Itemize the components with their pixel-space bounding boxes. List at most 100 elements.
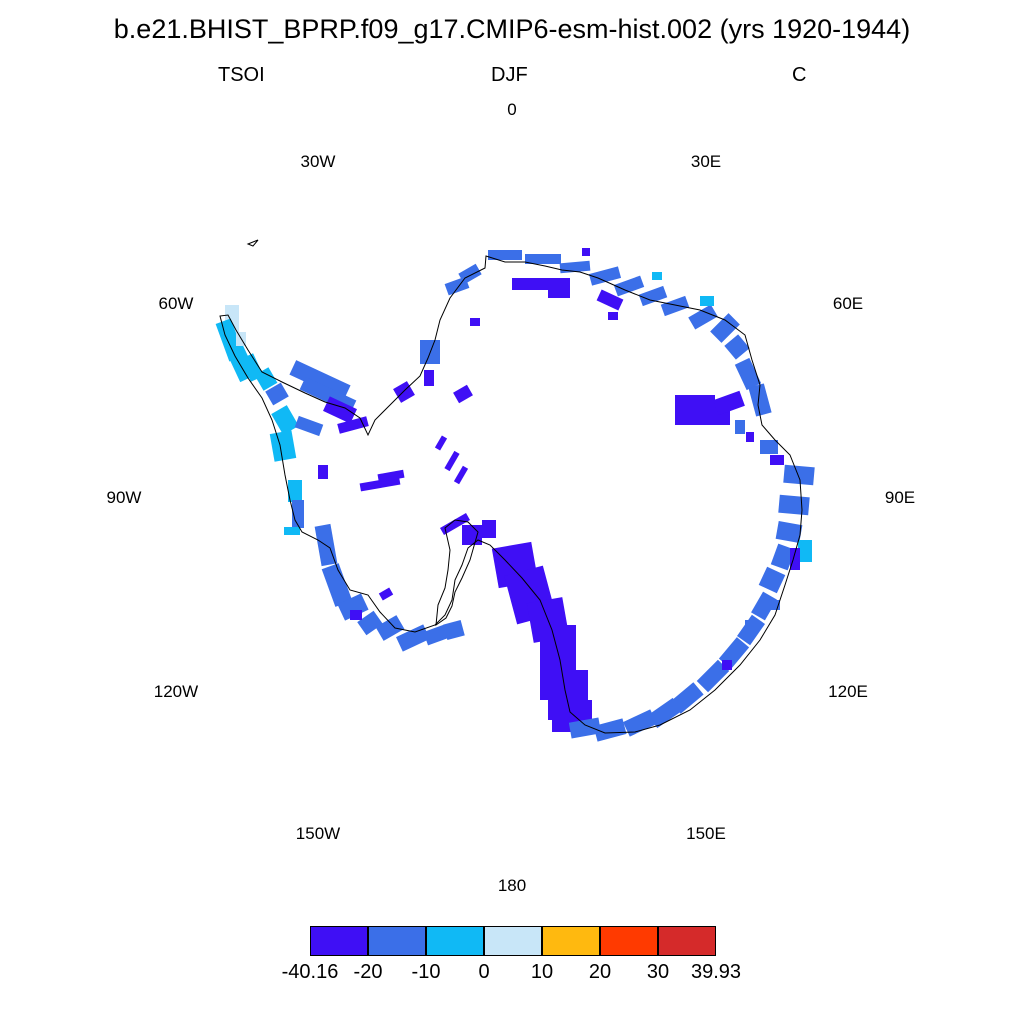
temperature-cell [424, 370, 434, 386]
temperature-cell [377, 469, 405, 483]
temperature-cell [735, 420, 745, 434]
temperature-cell [700, 296, 714, 306]
temperature-cell [548, 290, 570, 298]
temperature-cell [623, 709, 657, 737]
temperature-cell [778, 494, 810, 516]
longitude-label: 180 [497, 876, 527, 895]
temperature-cell [710, 313, 740, 343]
longitude-label: 30E [690, 151, 722, 171]
temperature-cell [378, 587, 394, 601]
temperature-cell [751, 591, 777, 621]
temperature-cell [722, 660, 732, 670]
variable-label: TSOI [218, 64, 265, 86]
temperature-cell [748, 383, 772, 417]
temperature-cell [734, 357, 762, 391]
temperature-cell [745, 620, 755, 634]
longitude-label: 150E [686, 824, 726, 844]
colorbar-swatch [658, 926, 716, 956]
temperature-cell [396, 624, 430, 652]
colorbar-swatch [310, 926, 368, 956]
temperature-cell [525, 254, 561, 264]
temperature-cell [746, 432, 754, 442]
temperature-cell [294, 415, 324, 437]
temperature-cell [660, 295, 690, 317]
temperature-cell [350, 610, 362, 620]
temperature-cell [770, 455, 784, 465]
season-label: DJF [491, 64, 528, 86]
temperature-cell [323, 396, 357, 424]
temperature-cell [760, 440, 778, 454]
colorbar-swatch [368, 926, 426, 956]
temperature-cell [393, 381, 415, 403]
temperature-cell [596, 289, 624, 311]
temperature-cell [288, 480, 302, 502]
longitude-label: 90W [106, 488, 142, 507]
temperature-cell [453, 384, 473, 404]
colorbar-label: 0 [478, 961, 490, 983]
temperature-cell [462, 525, 482, 545]
temperature-cell [770, 543, 796, 571]
temperature-cell [798, 540, 812, 562]
colorbar-label: -20 [353, 961, 383, 983]
temperature-cell [638, 285, 668, 307]
temperature-cell [453, 465, 469, 485]
temperature-cell [375, 615, 405, 641]
temperature-cell [357, 610, 383, 636]
colorbar-label: 30 [646, 961, 670, 983]
temperature-cell [724, 334, 750, 360]
temperature-cell [512, 278, 570, 290]
temperature-cell [434, 435, 448, 451]
temperature-cell [321, 563, 353, 607]
temperature-cell [271, 405, 299, 435]
temperature-cell [613, 275, 645, 297]
temperature-cell [593, 718, 627, 742]
temperature-cell [568, 717, 602, 739]
colorbar-label: 39.93 [690, 961, 742, 983]
longitude-label: 0 [507, 100, 517, 119]
temperature-cell [292, 500, 304, 528]
longitude-label: 60E [832, 294, 864, 313]
longitude-label: 30W [300, 151, 336, 171]
temperature-cell [696, 659, 730, 693]
colorbar-swatch [600, 926, 658, 956]
temperature-cell [289, 360, 351, 400]
temperature-cell [488, 250, 522, 260]
temperature-cell [337, 593, 369, 621]
colorbar-swatch [542, 926, 600, 956]
temperature-cell [444, 450, 460, 472]
temperature-cell [265, 382, 289, 406]
temperature-cell [670, 682, 704, 714]
temperature-cell [482, 520, 496, 538]
colorbar-label: -40.16 [281, 961, 339, 983]
colorbar-swatch [484, 926, 542, 956]
colorbar-label: -10 [411, 961, 441, 983]
soil-temperature-cells [215, 248, 815, 742]
temperature-cell [359, 476, 401, 492]
temperature-cell [588, 266, 622, 286]
temperature-cell [443, 619, 465, 641]
temperature-cell [470, 318, 480, 326]
temperature-cell [423, 624, 449, 646]
longitude-label: 60W [158, 294, 194, 313]
coastline [219, 239, 803, 734]
colorbar-swatch [426, 926, 484, 956]
units-label: C [792, 64, 807, 86]
temperature-cell [608, 312, 618, 320]
temperature-cell [254, 367, 278, 391]
temperature-cell [440, 513, 470, 535]
colorbar-label: 10 [530, 961, 554, 983]
colorbar-label: 20 [588, 961, 612, 983]
plot-title: b.e21.BHIST_BPRP.f09_g17.CMIP6-esm-hist.… [113, 14, 911, 44]
temperature-cell [790, 548, 800, 570]
longitude-label: 120E [828, 682, 868, 701]
temperature-cell [318, 465, 328, 479]
temperature-cell [284, 527, 300, 535]
longitude-label: 120W [153, 682, 199, 701]
temperature-cell [269, 430, 297, 462]
temperature-cell [540, 660, 560, 700]
temperature-cell [768, 600, 780, 610]
temperature-cell [713, 390, 745, 416]
temperature-cell [775, 521, 803, 543]
temperature-cell [688, 304, 718, 330]
